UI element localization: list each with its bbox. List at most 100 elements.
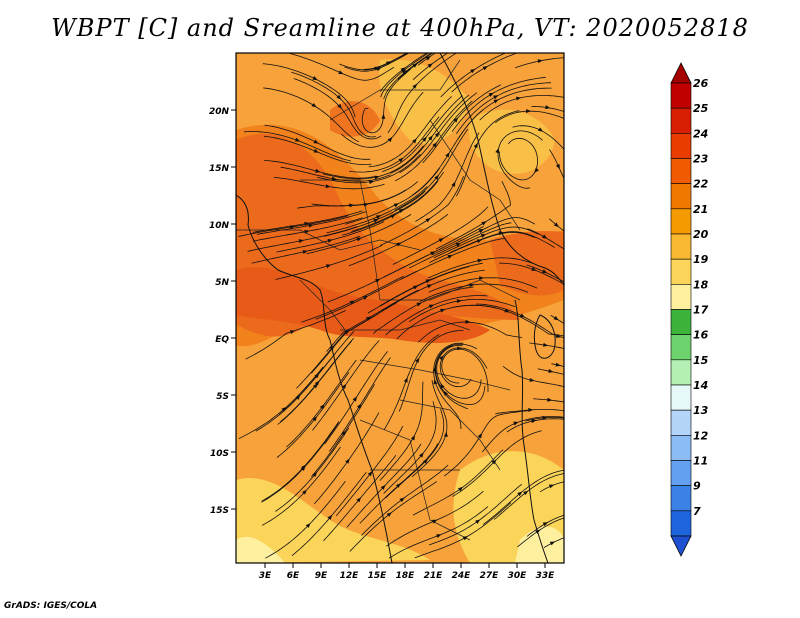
streamline-arrow [300,465,306,471]
streamline-arrow [336,94,342,100]
streamline-arrow [428,135,433,141]
colorbar-label: 7 [693,505,701,518]
streamline-arrow [426,284,433,289]
streamline-arrow [476,239,483,244]
streamline-arrow [438,238,444,243]
streamline-arrow [313,148,319,153]
colorbar-band [670,409,692,436]
y-tick-label: 5N [215,278,229,288]
streamline-arrow [400,68,407,74]
streamline-arrow [337,103,342,109]
colorbar-label: 14 [693,379,708,392]
colorbar-band [670,208,692,235]
streamline-arrow [396,242,402,247]
streamline-arrow [425,56,431,61]
colorbar-bands [670,82,692,537]
streamline-arrow [385,61,392,66]
streamline-arrow [413,285,419,290]
colorbar-labels: 26 25 24 23 22 21 20 19 18 17 16 15 14 13 12 11 9 7 [693,77,709,518]
colorbar-label: 9 [693,480,701,493]
y-tick-label: 15N [209,164,230,174]
streamline-arrow [465,319,471,324]
y-tick-label: EQ [215,335,229,345]
streamline-arrow [312,416,317,422]
streamline-arrow [399,497,405,503]
colorbar-band [670,284,692,310]
streamline-arrow [387,137,393,143]
streamline-arrow [422,136,427,142]
colorbar-label: 20 [693,228,709,241]
streamline-arrow [390,214,396,219]
streamline-arrow [365,316,372,321]
streamline-arrow [445,152,450,158]
streamline-arrow [535,529,541,534]
streamline [479,95,564,121]
colorbar-band [670,183,692,210]
streamline [493,473,564,520]
streamline-arrow [319,404,325,410]
streamline-arrow [537,127,544,132]
y-tick-label: 10S [210,449,229,459]
streamline-arrow [341,383,347,390]
x-tick-label: 18E [396,571,416,581]
streamline-arrow [345,458,350,464]
streamline-arrow [314,380,320,386]
streamline-arrow [542,234,548,239]
streamline-arrow [436,534,442,539]
streamline-arrow [386,512,392,517]
streamline-arrow [380,484,386,490]
field-band-deep [236,267,490,343]
colorbar-band [670,107,692,134]
streamline-arrow [440,383,445,389]
x-tick-label: 30E [508,571,528,581]
streamline-arrow [547,397,553,402]
colorbar-band [670,460,692,486]
streamline-arrow [473,142,478,149]
streamline-arrow [480,234,487,238]
streamline-arrow [526,109,532,114]
colorbar-label: 21 [693,203,708,216]
streamline-arrow [422,458,428,464]
streamline-arrow [281,406,287,412]
streamline-arrow [469,283,475,288]
streamline-arrow [393,203,399,208]
streamline-arrow [440,308,446,313]
streamline [344,53,410,72]
streamline-arrow [302,489,307,495]
colorbar-band [670,82,692,109]
y-axis: 20N 15N 10N 5N EQ 5S 10S 15S [209,107,236,516]
streamline-arrow [304,221,310,226]
colorbar-bottom-arrow [670,535,692,557]
streamline-arrow [477,258,483,263]
streamline-arrow [517,491,523,497]
streamline [506,418,564,433]
x-axis: 3E 6E 9E 12E 15E 18E 21E 24E 27E 30E 33E [259,563,555,581]
streamline-arrow [456,299,462,304]
streamline [550,315,564,324]
streamline-arrow [362,295,369,300]
streamline-arrow [331,176,337,181]
colorbar-label: 16 [693,329,709,342]
streamline-arrow [553,315,559,321]
x-tick-label: 24E [452,571,472,581]
streamline-arrow [556,334,562,339]
streamline-arrow [447,255,453,259]
streamline-arrow [528,407,534,412]
streamline-arrow [356,403,362,409]
streamline-arrow [304,229,310,234]
colorbar-top-arrow [670,62,692,84]
streamline-arrow [412,138,417,144]
streamline-arrow [519,313,526,318]
colorbar-label: 17 [693,304,709,317]
footer-credit: GrADS: IGES/COLA [4,601,98,611]
streamline-arrow [432,519,438,524]
streamline-arrow [531,419,537,424]
streamline-arrow [375,215,382,220]
streamline-arrow [427,63,433,68]
streamline-arrow [495,148,500,154]
streamline-arrow [432,366,437,372]
streamline [451,53,518,93]
streamline-arrow [356,237,362,242]
streamline-arrow [523,490,529,496]
colorbar-band [670,435,692,461]
